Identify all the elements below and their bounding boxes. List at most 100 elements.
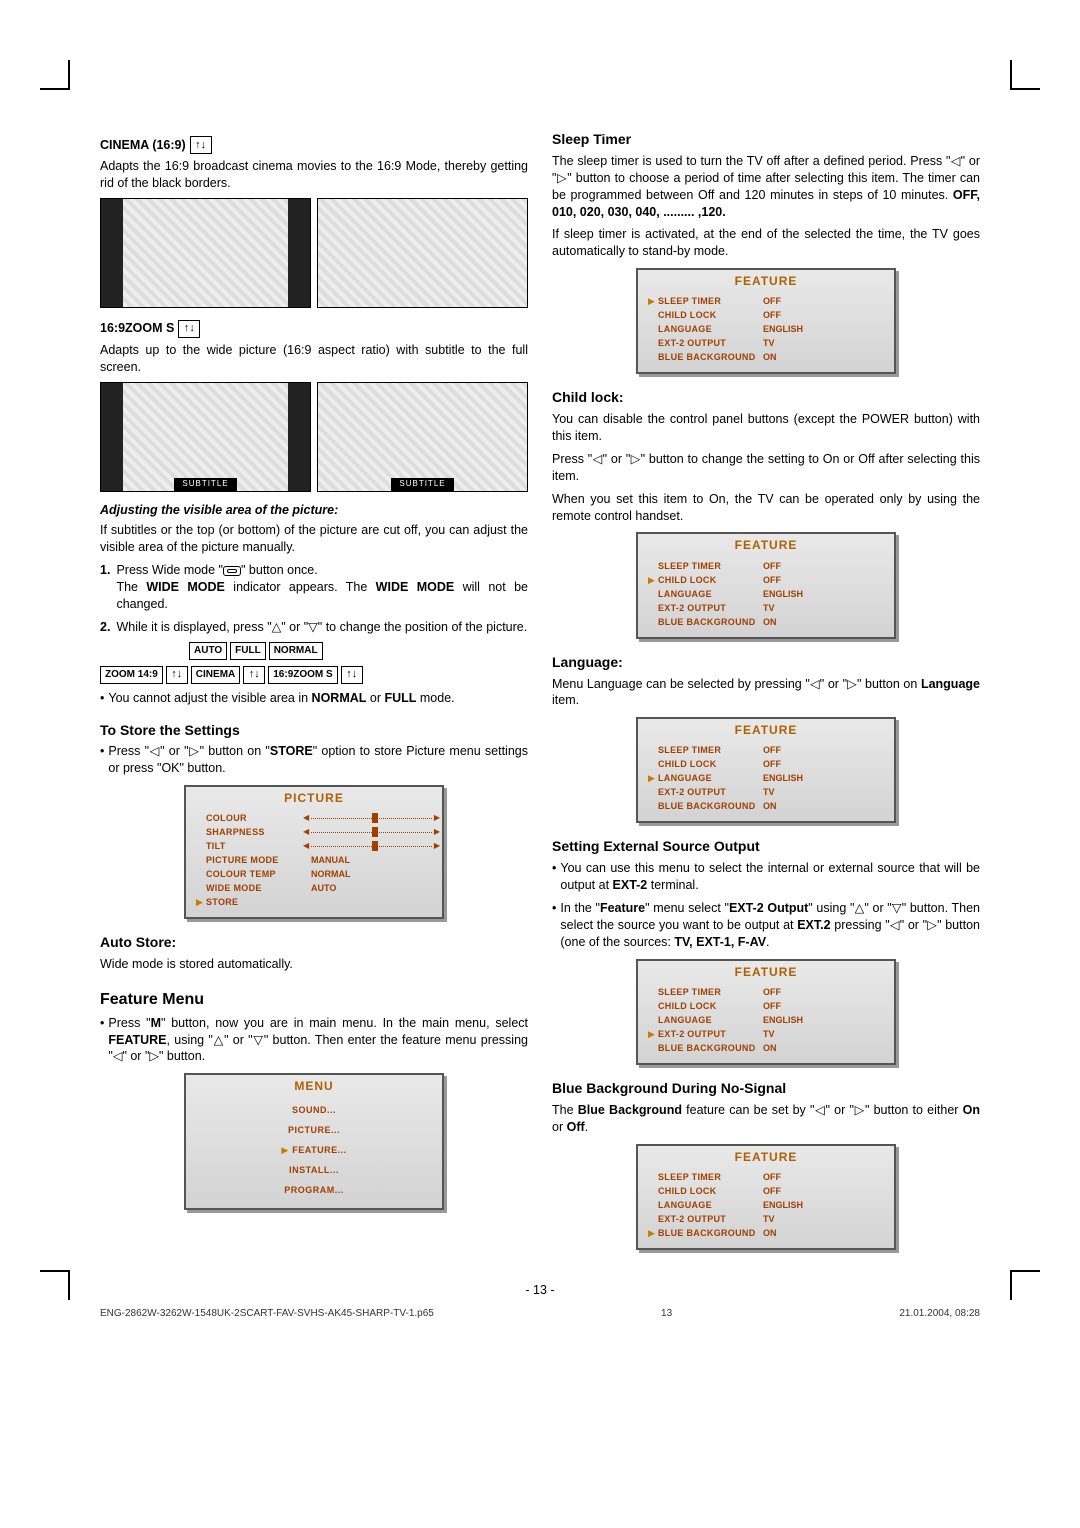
step-2: 2. While it is displayed, press "△" or "…	[100, 619, 528, 636]
osd-row: SLEEP TIMEROFF	[648, 559, 884, 573]
tv-image-zoom-after: SUBTITLE	[317, 382, 528, 492]
arrows-icon: ↑↓	[190, 136, 212, 154]
osd-row: SLEEP TIMEROFF	[648, 1170, 884, 1184]
crop-mark	[40, 1270, 70, 1300]
menu-item: INSTALL...	[196, 1160, 432, 1180]
tv-image-cinema-before	[100, 198, 311, 308]
page-columns: CINEMA (16:9) ↑↓ Adapts the 16:9 broadca…	[100, 130, 980, 1262]
osd-row: EXT-2 OUTPUTTV	[648, 601, 884, 615]
osd-row: CHILD LOCKOFF	[648, 308, 884, 322]
osd-title: FEATURE	[638, 270, 894, 290]
osd-title: MENU	[186, 1075, 442, 1095]
mode-auto: AUTO	[189, 642, 227, 660]
subtitle-bar: SUBTITLE	[391, 478, 453, 491]
osd-row: ▶EXT-2 OUTPUTTV	[648, 1027, 884, 1041]
child-text-3: When you set this item to On, the TV can…	[552, 491, 980, 525]
osd-row: BLUE BACKGROUNDON	[648, 615, 884, 629]
feature-osd-sleep: FEATURE ▶SLEEP TIMEROFFCHILD LOCKOFFLANG…	[636, 268, 896, 374]
osd-title: FEATURE	[638, 719, 894, 739]
menu-item: PROGRAM...	[196, 1180, 432, 1200]
osd-row: EXT-2 OUTPUTTV	[648, 1212, 884, 1226]
adjust-text: If subtitles or the top (or bottom) of t…	[100, 522, 528, 556]
menu-osd: MENU SOUND...PICTURE...▶FEATURE...INSTAL…	[184, 1073, 444, 1210]
feature-osd-child: FEATURE SLEEP TIMEROFF▶CHILD LOCKOFFLANG…	[636, 532, 896, 638]
osd-row: CHILD LOCKOFF	[648, 1184, 884, 1198]
feature-osd-language: FEATURE SLEEP TIMEROFFCHILD LOCKOFF▶LANG…	[636, 717, 896, 823]
sleep-text-2: If sleep timer is activated, at the end …	[552, 226, 980, 260]
mode-zooms: 16:9ZOOM S	[268, 666, 337, 684]
osd-row: ▶CHILD LOCKOFF	[648, 573, 884, 587]
picture-osd: PICTURE COLOUR◀▶SHARPNESS◀▶TILT◀▶PICTURE…	[184, 785, 444, 919]
osd-row: TILT◀▶	[196, 839, 432, 853]
cinema-text: Adapts the 16:9 broadcast cinema movies …	[100, 158, 528, 192]
osd-row: EXT-2 OUTPUTTV	[648, 785, 884, 799]
osd-title: FEATURE	[638, 1146, 894, 1166]
mode-full: FULL	[230, 642, 266, 660]
auto-store-text: Wide mode is stored automatically.	[100, 956, 528, 973]
ext-bullet-2: • In the "Feature" menu select "EXT-2 Ou…	[552, 900, 980, 951]
sleep-text-1: The sleep timer is used to turn the TV o…	[552, 153, 980, 221]
feature-osd-bluebg: FEATURE SLEEP TIMEROFFCHILD LOCKOFFLANGU…	[636, 1144, 896, 1250]
right-column: Sleep Timer The sleep timer is used to t…	[552, 130, 980, 1262]
osd-row: LANGUAGEENGLISH	[648, 1198, 884, 1212]
osd-row: ▶BLUE BACKGROUNDON	[648, 1226, 884, 1240]
child-lock-heading: Child lock:	[552, 388, 980, 407]
osd-row: EXT-2 OUTPUTTV	[648, 336, 884, 350]
osd-row: BLUE BACKGROUNDON	[648, 1041, 884, 1055]
cinema-heading: CINEMA (16:9) ↑↓	[100, 136, 212, 154]
osd-row: ▶SLEEP TIMEROFF	[648, 294, 884, 308]
zoom-text: Adapts up to the wide picture (16:9 aspe…	[100, 342, 528, 376]
osd-row: SHARPNESS◀▶	[196, 825, 432, 839]
osd-row: SLEEP TIMEROFF	[648, 743, 884, 757]
footer-filename: ENG-2862W-3262W-1548UK-2SCART-FAV-SVHS-A…	[100, 1307, 434, 1321]
arrows-icon: ↑↓	[243, 666, 265, 684]
footer-timestamp: 21.01.2004, 08:28	[899, 1307, 980, 1321]
menu-item: PICTURE...	[196, 1120, 432, 1140]
crop-mark	[1010, 1270, 1040, 1300]
child-text-2: Press "◁" or "▷" button to change the se…	[552, 451, 980, 485]
child-text-1: You can disable the control panel button…	[552, 411, 980, 445]
mode-cinema: CINEMA	[191, 666, 240, 684]
osd-row: SLEEP TIMEROFF	[648, 985, 884, 999]
wide-button-icon	[223, 566, 241, 576]
osd-row: CHILD LOCKOFF	[648, 999, 884, 1013]
adjust-heading: Adjusting the visible area of the pictur…	[100, 502, 528, 519]
sleep-timer-heading: Sleep Timer	[552, 130, 980, 149]
left-column: CINEMA (16:9) ↑↓ Adapts the 16:9 broadca…	[100, 130, 528, 1262]
arrows-icon: ↑↓	[341, 666, 363, 684]
osd-row: ▶STORE	[196, 895, 432, 909]
mode-row-1: AUTO FULL NORMAL	[100, 642, 528, 660]
auto-store-heading: Auto Store:	[100, 933, 528, 952]
osd-row: LANGUAGEENGLISH	[648, 1013, 884, 1027]
osd-row: BLUE BACKGROUNDON	[648, 350, 884, 364]
blue-bg-heading: Blue Background During No-Signal	[552, 1079, 980, 1098]
menu-item: ▶FEATURE...	[196, 1140, 432, 1160]
ext-bullet-1: • You can use this menu to select the in…	[552, 860, 980, 894]
osd-row: BLUE BACKGROUNDON	[648, 799, 884, 813]
arrows-icon: ↑↓	[178, 320, 200, 338]
mode-normal: NORMAL	[269, 642, 323, 660]
feature-menu-heading: Feature Menu	[100, 989, 528, 1011]
osd-row: WIDE MODEAUTO	[196, 881, 432, 895]
osd-row: LANGUAGEENGLISH	[648, 587, 884, 601]
store-text: • Press "◁" or "▷" button on "STORE" opt…	[100, 743, 528, 777]
osd-row: PICTURE MODEMANUAL	[196, 853, 432, 867]
osd-title: FEATURE	[638, 534, 894, 554]
feature-osd-ext2: FEATURE SLEEP TIMEROFFCHILD LOCKOFFLANGU…	[636, 959, 896, 1065]
zoom-heading: 16:9ZOOM S ↑↓	[100, 320, 200, 338]
footer-page: 13	[661, 1307, 672, 1321]
subtitle-bar: SUBTITLE	[174, 478, 236, 491]
osd-row: CHILD LOCKOFF	[648, 757, 884, 771]
store-heading: To Store the Settings	[100, 721, 528, 740]
menu-item: SOUND...	[196, 1100, 432, 1120]
osd-row: COLOUR TEMPNORMAL	[196, 867, 432, 881]
arrows-icon: ↑↓	[166, 666, 188, 684]
osd-row: LANGUAGEENGLISH	[648, 322, 884, 336]
cinema-images	[100, 198, 528, 308]
tv-image-zoom-before: SUBTITLE	[100, 382, 311, 492]
osd-row: COLOUR◀▶	[196, 811, 432, 825]
osd-title: FEATURE	[638, 961, 894, 981]
feature-menu-text: • Press "M" button, now you are in main …	[100, 1015, 528, 1066]
note-normal-full: • You cannot adjust the visible area in …	[100, 690, 528, 707]
tv-image-cinema-after	[317, 198, 528, 308]
